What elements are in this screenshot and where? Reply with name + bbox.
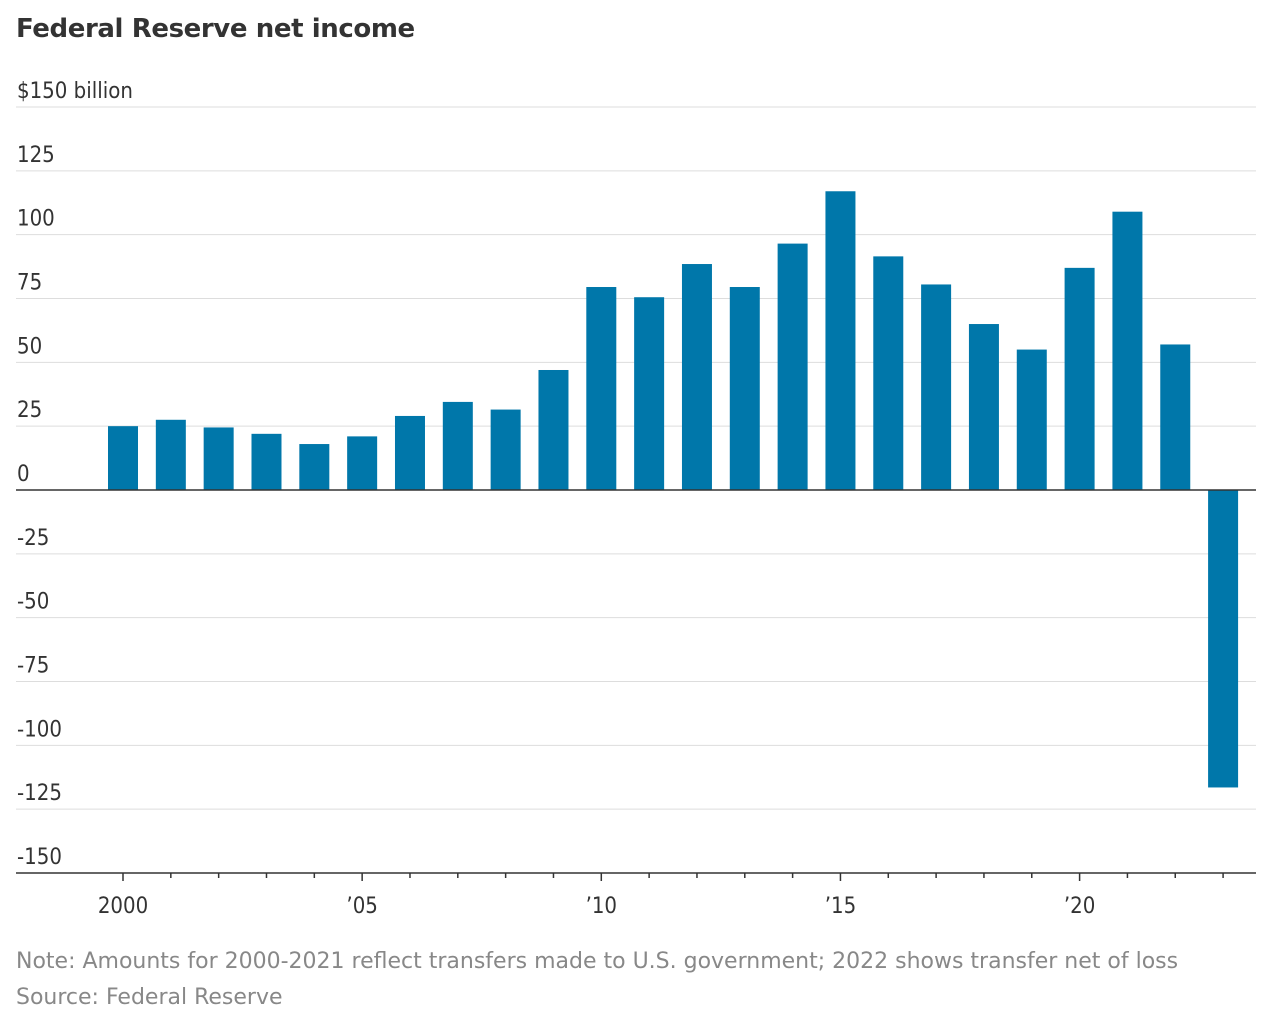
y-tick-label: -75 xyxy=(17,654,49,679)
bar xyxy=(251,433,282,490)
bar xyxy=(634,297,665,490)
y-tick-label: -25 xyxy=(17,526,49,551)
tick-labels: $150 billion 125 100 75 50 25 0 -25 -50 -75 -100 -1… xyxy=(17,79,1095,919)
x-tick-label: ’10 xyxy=(586,894,617,919)
bar xyxy=(347,436,378,490)
bar xyxy=(442,401,473,490)
bar xyxy=(203,427,234,490)
y-tick-label: $150 billion xyxy=(17,79,133,104)
bar xyxy=(921,284,952,490)
y-tick-label: 100 xyxy=(17,207,55,232)
bar xyxy=(299,444,330,490)
x-axis xyxy=(16,489,1256,881)
bar xyxy=(968,324,999,490)
bar xyxy=(1160,344,1191,490)
bar xyxy=(825,191,856,490)
x-tick-label: ’15 xyxy=(825,894,856,919)
y-tick-label: 25 xyxy=(17,398,42,423)
gridlines xyxy=(16,106,1256,874)
chart-note: Note: Amounts for 2000-2021 reflect tran… xyxy=(16,949,1179,974)
bar xyxy=(394,415,425,490)
bar xyxy=(1112,211,1143,491)
y-tick-label: -125 xyxy=(17,781,62,806)
bar xyxy=(586,287,617,490)
bar xyxy=(155,419,186,490)
footnotes: Note: Amounts for 2000-2021 reflect tran… xyxy=(16,944,1178,1016)
bar xyxy=(1016,349,1047,490)
bars xyxy=(108,191,1239,788)
y-tick-label: 0 xyxy=(17,462,30,487)
x-tick-label: ’20 xyxy=(1064,894,1095,919)
bar xyxy=(1064,267,1095,490)
bar xyxy=(108,426,138,490)
y-tick-label: 75 xyxy=(17,271,42,296)
chart-title: Federal Reserve net income xyxy=(16,14,415,44)
bar xyxy=(1208,490,1239,788)
bar xyxy=(729,287,760,490)
y-tick-label: 50 xyxy=(17,334,42,359)
bar xyxy=(538,369,569,490)
x-tick-label: ’05 xyxy=(346,894,377,919)
bar xyxy=(873,256,904,490)
chart-source: Source: Federal Reserve xyxy=(16,985,283,1010)
bar xyxy=(681,264,712,490)
y-tick-label: -50 xyxy=(17,590,49,615)
x-tick-label: 2000 xyxy=(98,894,148,919)
y-tick-label: -150 xyxy=(17,845,62,870)
bar xyxy=(777,243,808,490)
bar xyxy=(490,409,521,490)
y-tick-label: 125 xyxy=(17,143,55,168)
y-tick-label: -100 xyxy=(17,717,62,742)
